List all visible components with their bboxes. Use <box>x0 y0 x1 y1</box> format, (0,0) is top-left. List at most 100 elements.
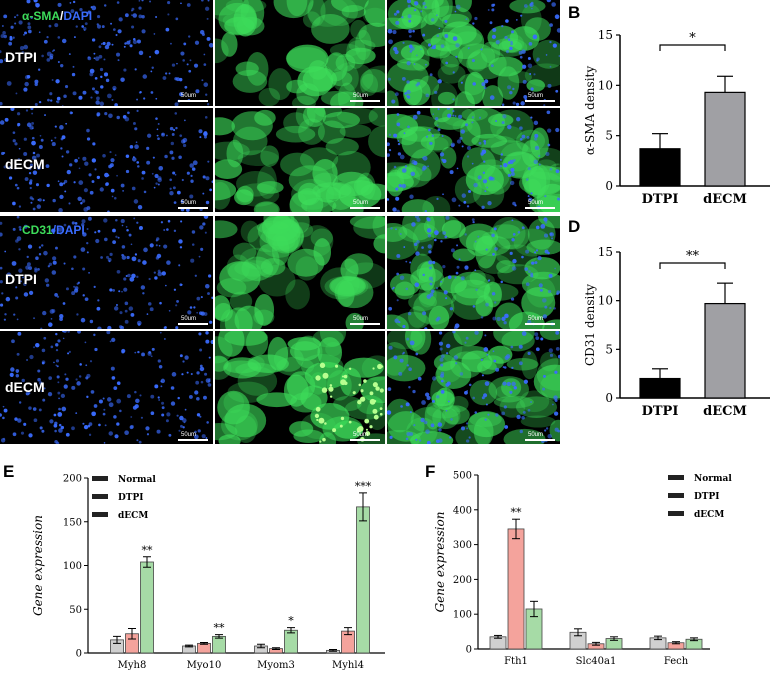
nucleus-texture <box>131 9 133 12</box>
nucleus-texture <box>458 114 463 119</box>
nucleus-texture <box>522 64 527 69</box>
nucleus-texture <box>83 424 89 430</box>
nucleus-texture <box>86 395 89 399</box>
nucleus-texture <box>397 142 401 146</box>
nucleus-texture <box>487 413 490 416</box>
nucleus-texture <box>447 400 450 403</box>
nucleus-texture <box>200 247 204 251</box>
nucleus-texture <box>517 231 521 234</box>
nucleus-texture <box>415 216 420 219</box>
nucleus-texture <box>460 426 466 431</box>
nucleus-texture <box>424 392 430 397</box>
nucleus-texture <box>23 292 29 297</box>
nucleus-texture <box>167 13 170 16</box>
nucleus-texture <box>516 117 521 122</box>
nucleus-texture <box>86 241 89 245</box>
nucleus-texture <box>91 180 95 184</box>
fiber-texture <box>232 242 257 262</box>
nucleus-texture <box>194 430 197 434</box>
fiber-texture <box>258 87 281 106</box>
nucleus-texture <box>204 231 207 234</box>
nucleus-texture <box>46 183 50 188</box>
nucleus-texture <box>536 57 540 61</box>
nucleus-texture <box>439 152 445 157</box>
nucleus-texture <box>409 261 412 264</box>
nucleus-texture <box>199 225 204 230</box>
nucleus-texture <box>454 276 457 279</box>
fiber-texture <box>448 345 490 360</box>
nucleus-texture <box>89 72 94 77</box>
nucleus-texture <box>29 186 32 190</box>
nucleus-texture <box>552 403 554 406</box>
nucleus-texture <box>138 91 142 94</box>
fiber-texture <box>398 222 438 243</box>
nucleus-texture <box>484 381 490 386</box>
significance-marker: ** <box>142 544 154 557</box>
scale-label: 50um <box>181 432 197 438</box>
nucleus-texture <box>452 36 458 41</box>
nucleus-texture <box>12 432 17 437</box>
nucleus-texture <box>510 172 515 176</box>
nucleus-texture <box>472 82 476 86</box>
nucleus-texture <box>435 287 439 290</box>
nucleus-texture <box>509 180 515 186</box>
significance-marker: * <box>288 615 294 628</box>
nucleus-texture <box>206 17 209 20</box>
nucleus-texture <box>421 156 424 159</box>
nucleus-texture <box>389 435 393 439</box>
y-tick-label: 0 <box>76 649 82 660</box>
nucleus-texture <box>97 299 100 302</box>
nucleus-texture <box>16 371 19 374</box>
nucleus-texture <box>406 80 410 84</box>
nucleus-texture <box>46 51 52 57</box>
nucleus-texture <box>464 341 467 344</box>
nucleus-texture <box>504 355 509 360</box>
nucleus-texture <box>63 223 67 227</box>
nucleus-texture <box>96 15 101 19</box>
nucleus-texture <box>112 289 116 292</box>
micrograph-a-decm-marker <box>215 108 385 212</box>
nucleus-texture <box>540 337 544 341</box>
nucleus-texture <box>415 54 418 57</box>
bar <box>639 148 681 187</box>
nucleus-texture <box>168 72 171 75</box>
nucleus-texture <box>25 265 30 270</box>
nucleus-texture <box>512 159 516 162</box>
nucleus-texture <box>509 390 513 394</box>
nucleus-texture <box>12 227 16 231</box>
nucleus-texture <box>29 125 34 130</box>
nucleus-texture <box>555 89 559 93</box>
nucleus-texture <box>203 135 207 139</box>
nucleus-texture <box>81 25 84 28</box>
nucleus-texture <box>195 380 200 385</box>
nucleus-texture <box>466 145 471 151</box>
nucleus-texture <box>549 65 552 68</box>
nucleus-texture <box>464 233 467 236</box>
nucleus-texture <box>83 188 88 193</box>
nucleus-texture <box>51 270 57 275</box>
nucleus-texture <box>211 296 213 300</box>
nucleus-texture <box>170 386 175 390</box>
nucleus-texture <box>537 255 542 261</box>
nucleus-texture <box>67 352 70 355</box>
nucleus-texture <box>61 38 67 44</box>
nucleus-texture <box>424 327 428 329</box>
legend-swatch <box>92 512 108 517</box>
nucleus-texture <box>450 248 455 253</box>
nucleus-texture <box>137 204 143 210</box>
nucleus-texture <box>65 287 69 291</box>
nucleus-texture <box>412 29 415 33</box>
nucleus-texture <box>138 440 142 444</box>
nucleus-texture <box>527 56 531 60</box>
nucleus-texture <box>121 290 123 293</box>
nucleus-texture <box>65 122 68 125</box>
nucleus-texture <box>465 439 470 443</box>
fiber-texture <box>234 189 254 206</box>
nucleus-texture <box>440 280 443 283</box>
micrograph-c-dtpi-merge <box>387 216 560 329</box>
nucleus-texture <box>156 253 162 259</box>
nucleus-texture <box>57 391 61 395</box>
fiber-texture <box>310 228 333 248</box>
nucleus-texture <box>34 267 38 271</box>
nucleus-texture <box>174 102 179 106</box>
